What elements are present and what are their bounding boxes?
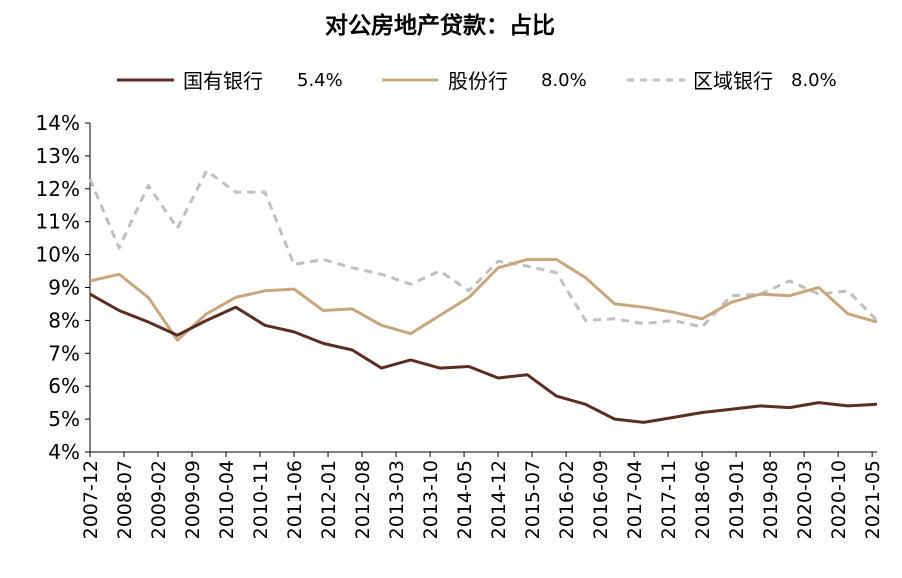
series-line-joint-stock-banks: [89, 258, 878, 342]
x-tick-label: 2016-09: [590, 460, 612, 539]
x-tick-label: 2014-05: [454, 460, 476, 539]
x-tick-label: 2019-01: [726, 460, 748, 539]
x-tick-label: 2015-07: [522, 460, 544, 539]
x-axis: 2007-12 2008-07 2009-02 2009-09 2010-04 2010-…: [80, 451, 884, 539]
y-tick-label: 10%: [36, 243, 80, 267]
x-tick-label: 2007-12: [80, 460, 102, 539]
y-tick-label: 8%: [48, 308, 80, 332]
x-tick-label: 2011-06: [284, 460, 306, 539]
x-tick-label: 2009-02: [148, 460, 170, 539]
y-tick-label: 12%: [36, 177, 80, 201]
legend-value-joint-stock-banks: 8.0%: [541, 70, 587, 91]
legend-label-regional-banks: 区域银行: [693, 69, 773, 93]
legend-value-state-banks: 5.4%: [297, 70, 343, 91]
y-tick-label: 4%: [48, 440, 80, 464]
x-tick-label: 2009-09: [182, 460, 204, 539]
series-line-state-banks: [89, 292, 878, 424]
chart-title: 对公房地产贷款：占比: [325, 12, 555, 39]
x-tick-label: 2012-08: [352, 460, 374, 539]
y-tick-label: 14%: [36, 111, 80, 135]
x-tick-label: 2013-10: [420, 460, 442, 539]
x-tick-label: 2008-07: [114, 460, 136, 539]
series-layer: [88, 169, 879, 424]
y-axis: 4% 5% 6% 7% 8% 9% 10% 11% 12% 13% 14%: [36, 111, 91, 464]
x-tick-label: 2017-04: [624, 460, 646, 539]
legend-value-regional-banks: 8.0%: [791, 70, 837, 91]
x-tick-label: 2012-01: [318, 460, 340, 539]
x-tick-label: 2019-08: [760, 460, 782, 539]
legend-label-state-banks: 国有银行: [183, 69, 263, 93]
legend: 国有银行 5.4% 股份行 8.0% 区域银行 8.0%: [117, 69, 837, 93]
x-tick-label: 2021-05: [862, 460, 884, 539]
y-tick-label: 6%: [48, 374, 80, 398]
x-tick-label: 2010-04: [216, 460, 238, 539]
x-tick-label: 2018-06: [692, 460, 714, 539]
legend-label-joint-stock-banks: 股份行: [448, 69, 508, 93]
x-tick-label: 2020-10: [828, 460, 850, 539]
y-tick-label: 5%: [48, 407, 80, 431]
y-tick-label: 9%: [48, 276, 80, 300]
x-tick-label: 2020-03: [794, 460, 816, 539]
y-tick-label: 11%: [36, 210, 80, 234]
x-tick-label: 2010-11: [250, 460, 272, 539]
y-tick-label: 7%: [48, 341, 80, 365]
x-tick-label: 2014-12: [488, 460, 510, 539]
x-tick-label: 2016-02: [556, 460, 578, 539]
y-tick-label: 13%: [36, 144, 80, 168]
x-tick-label: 2013-03: [386, 460, 408, 539]
series-line-regional-banks: [88, 169, 879, 329]
x-tick-label: 2017-11: [658, 460, 680, 539]
